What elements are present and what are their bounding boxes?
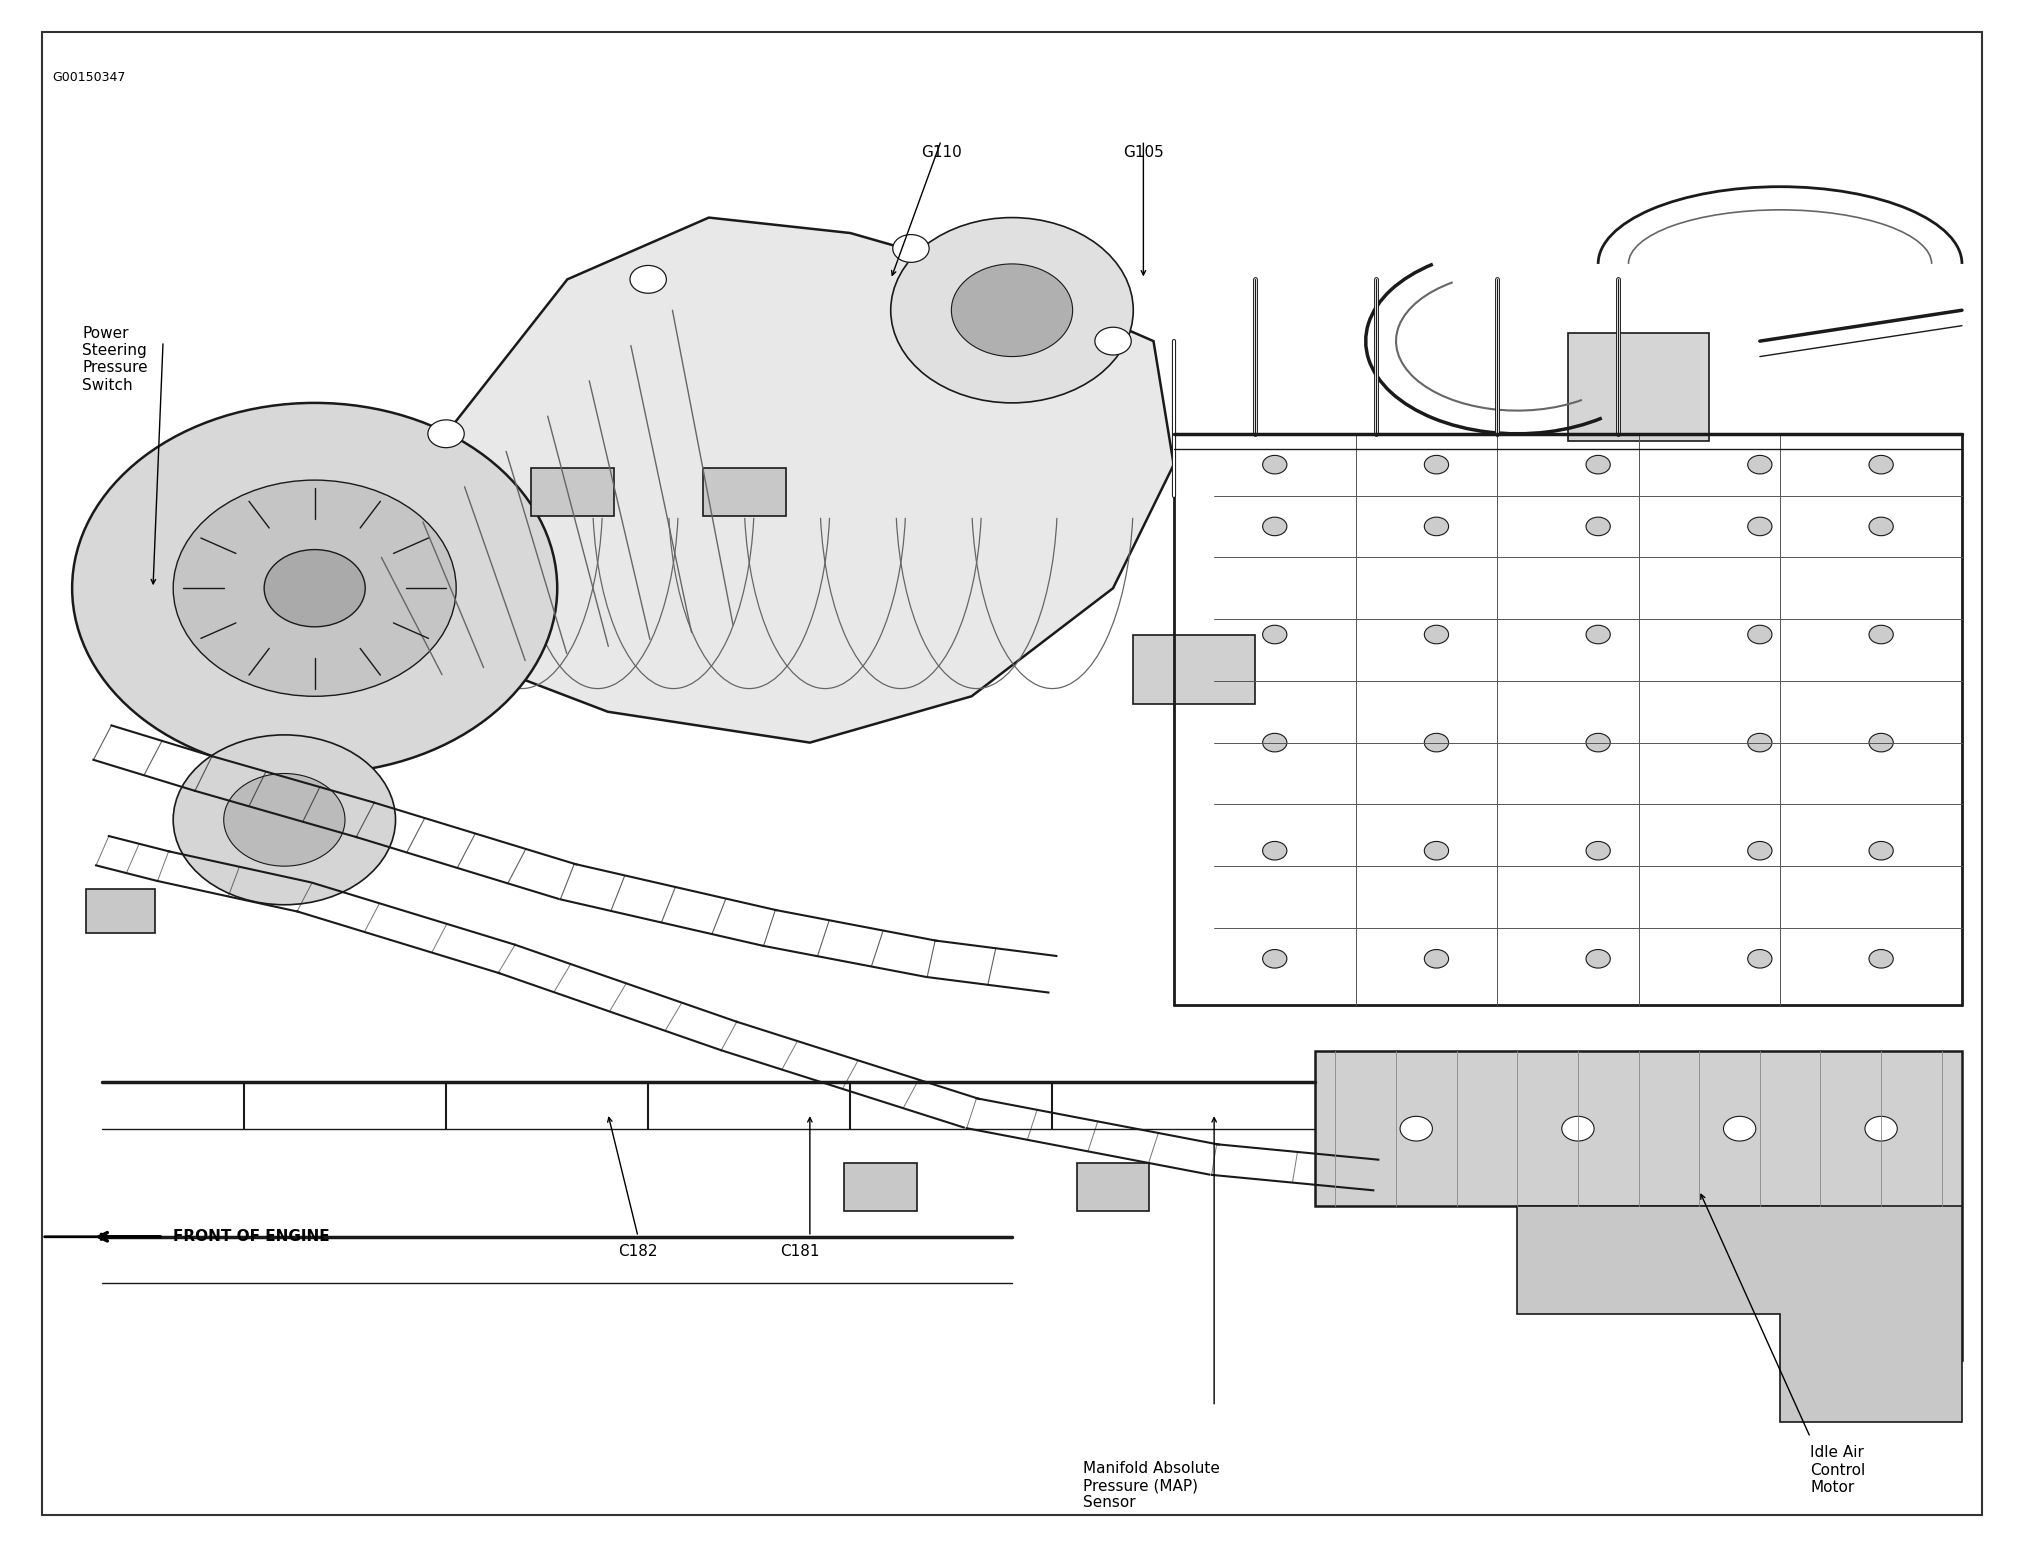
Circle shape [427,419,463,447]
Circle shape [1586,733,1610,752]
Circle shape [1262,733,1287,752]
Circle shape [1748,517,1770,535]
Circle shape [1586,950,1610,968]
Circle shape [1867,517,1892,535]
Circle shape [1424,455,1448,473]
Circle shape [1748,842,1770,860]
FancyBboxPatch shape [1076,1163,1149,1210]
Circle shape [1748,733,1770,752]
Circle shape [892,235,929,263]
Circle shape [890,218,1133,402]
Text: G00150347: G00150347 [53,71,125,84]
FancyBboxPatch shape [844,1163,916,1210]
FancyBboxPatch shape [1568,334,1709,441]
Circle shape [1863,1117,1896,1142]
Polygon shape [1517,1205,1960,1422]
Text: G105: G105 [1123,145,1163,159]
Circle shape [1424,625,1448,644]
FancyBboxPatch shape [1133,634,1254,704]
Circle shape [1867,842,1892,860]
Circle shape [1867,950,1892,968]
Circle shape [174,735,394,905]
Circle shape [1748,950,1770,968]
Circle shape [1262,950,1287,968]
Circle shape [1748,625,1770,644]
Circle shape [1562,1117,1594,1142]
Circle shape [1262,455,1287,473]
Circle shape [1424,842,1448,860]
Circle shape [629,266,666,294]
Text: Idle Air
Control
Motor: Idle Air Control Motor [1809,1445,1865,1494]
Text: Power
Steering
Pressure
Switch: Power Steering Pressure Switch [83,326,148,393]
FancyBboxPatch shape [530,467,613,515]
Circle shape [265,549,364,627]
Circle shape [1424,950,1448,968]
Circle shape [1586,842,1610,860]
Circle shape [1262,517,1287,535]
Text: C182: C182 [617,1244,657,1259]
Text: G110: G110 [920,145,961,159]
Circle shape [174,480,455,696]
Text: FRONT OF ENGINE: FRONT OF ENGINE [174,1230,330,1244]
Circle shape [73,402,556,774]
Circle shape [1867,455,1892,473]
Circle shape [1424,733,1448,752]
Polygon shape [245,218,1173,743]
Circle shape [1262,625,1287,644]
Circle shape [1867,625,1892,644]
Text: Manifold Absolute
Pressure (MAP)
Sensor: Manifold Absolute Pressure (MAP) Sensor [1082,1460,1220,1510]
Text: C181: C181 [779,1244,819,1259]
Circle shape [1400,1117,1432,1142]
Circle shape [1586,517,1610,535]
FancyBboxPatch shape [702,467,785,515]
Circle shape [1586,625,1610,644]
Circle shape [1724,1117,1754,1142]
Circle shape [951,265,1072,356]
Circle shape [1748,455,1770,473]
Circle shape [1094,328,1131,354]
Polygon shape [1315,1052,1960,1360]
Circle shape [1262,842,1287,860]
FancyBboxPatch shape [87,890,156,933]
Circle shape [1424,517,1448,535]
Circle shape [225,774,344,866]
Circle shape [1586,455,1610,473]
Circle shape [1867,733,1892,752]
